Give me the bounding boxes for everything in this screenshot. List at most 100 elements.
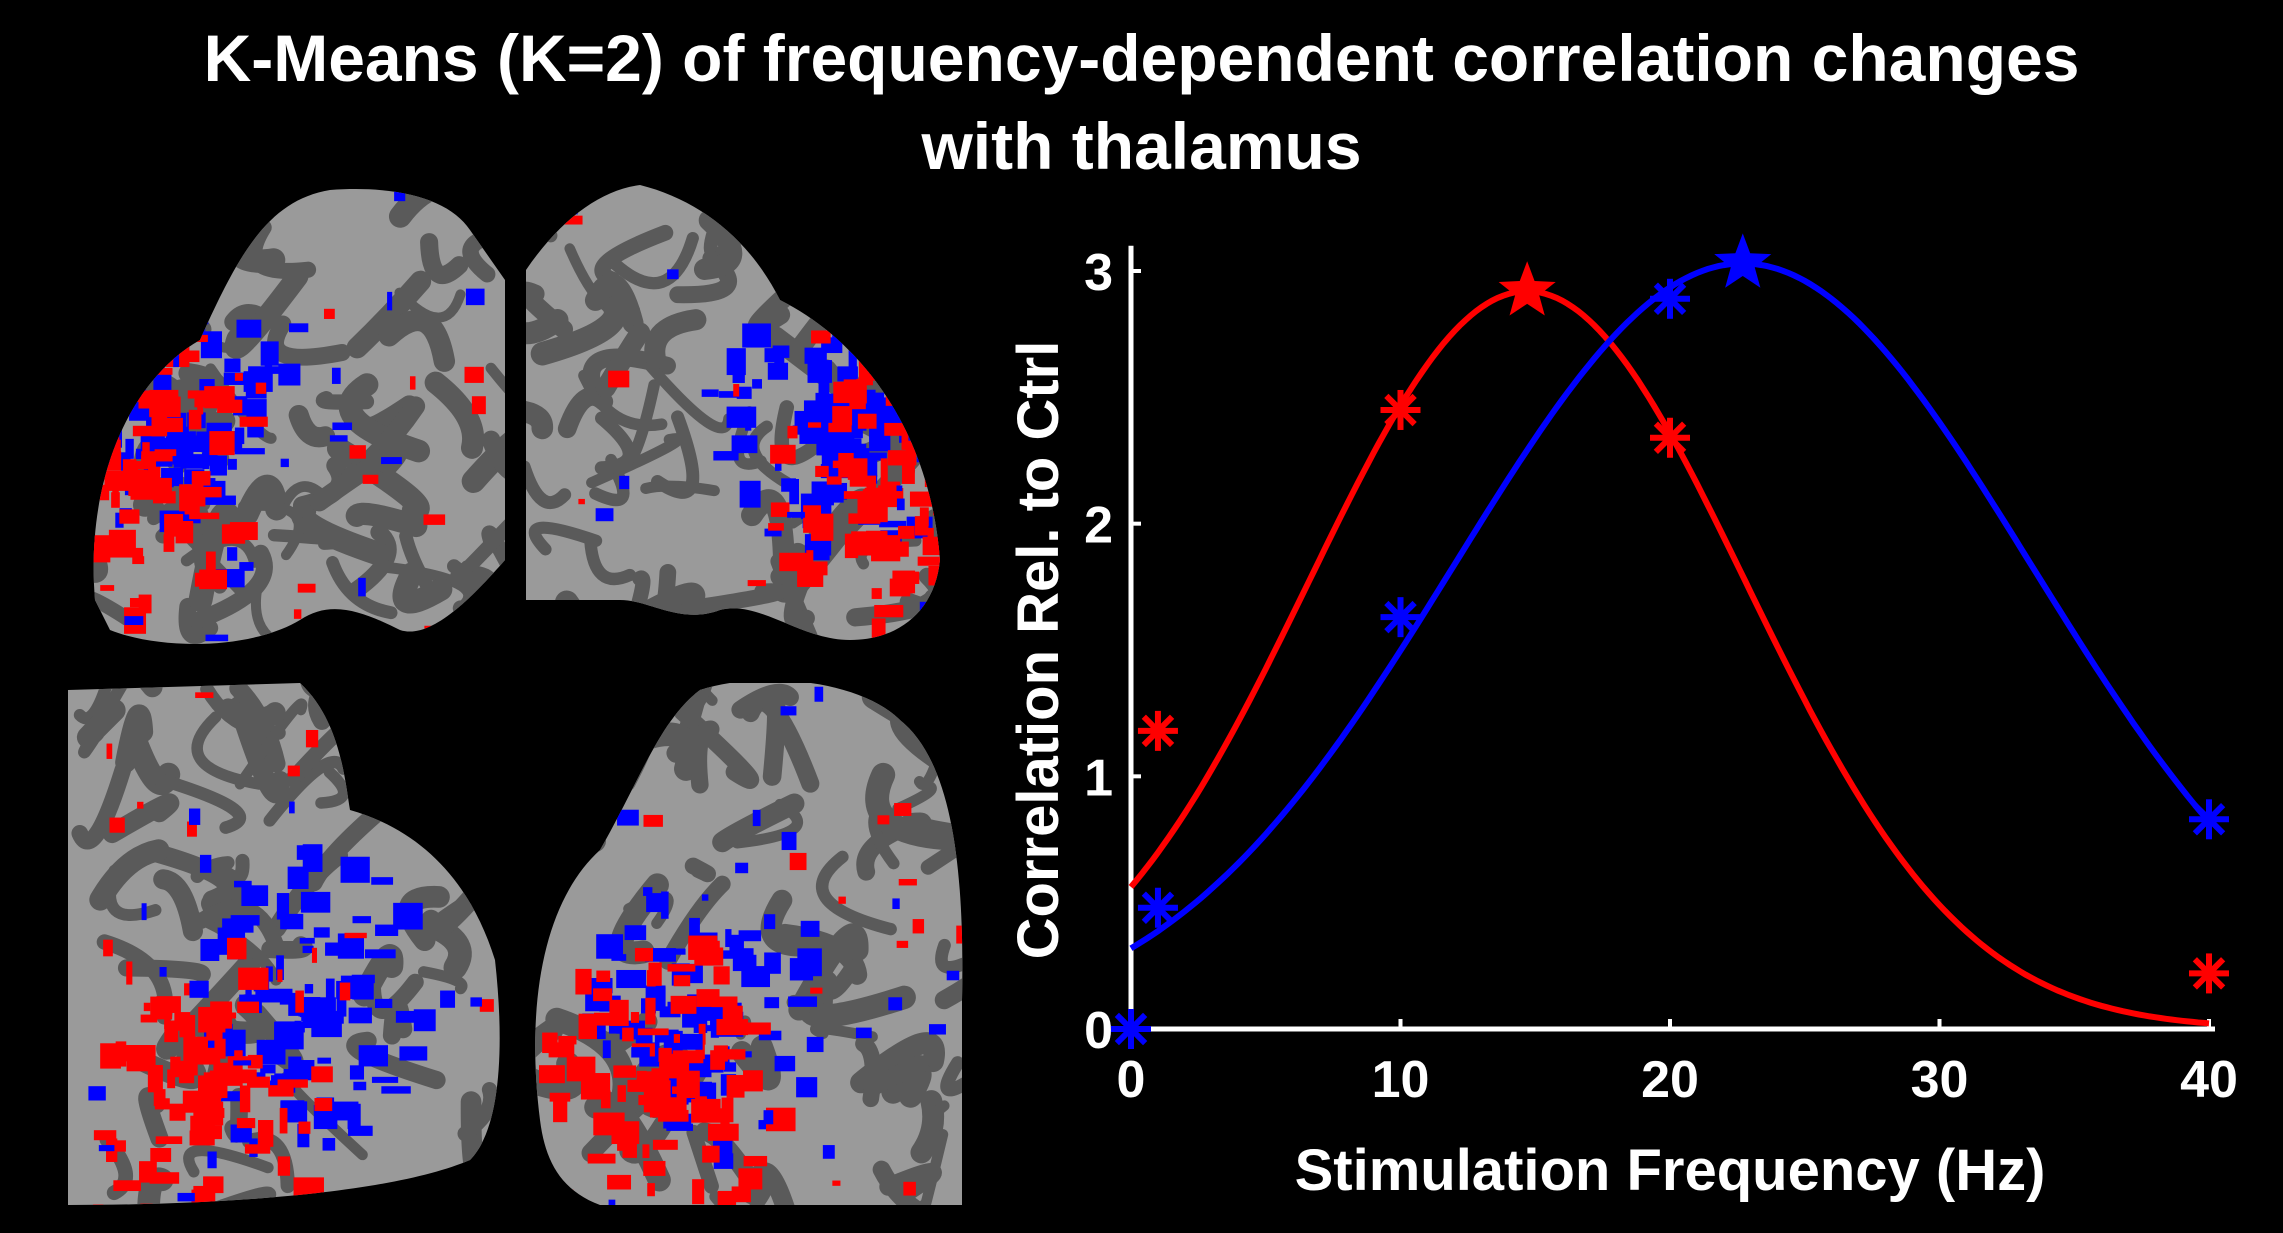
cluster-patch bbox=[871, 535, 901, 562]
cluster-patch bbox=[764, 528, 782, 537]
cluster-patch bbox=[617, 809, 639, 826]
cluster-patch bbox=[892, 570, 916, 594]
cluster-patch bbox=[395, 1010, 426, 1023]
cluster-patch bbox=[348, 1125, 373, 1136]
cluster-patch bbox=[150, 1148, 172, 1162]
sulcus bbox=[399, 529, 435, 594]
cluster-patch bbox=[896, 940, 909, 948]
x-tick-label: 0 bbox=[1117, 1051, 1146, 1109]
cluster-patch bbox=[140, 1014, 158, 1023]
cluster-patch bbox=[717, 1190, 737, 1205]
cluster-patch bbox=[647, 1183, 655, 1197]
cluster-patch bbox=[558, 1035, 577, 1045]
cluster-patch bbox=[828, 422, 852, 433]
cluster-patch bbox=[695, 1041, 705, 1060]
x-tick-label: 10 bbox=[1372, 1051, 1430, 1109]
cluster-patch bbox=[239, 1069, 257, 1084]
cluster-patch bbox=[132, 425, 165, 437]
cluster-patch bbox=[104, 470, 130, 491]
sulcus bbox=[263, 755, 350, 827]
cluster-patch bbox=[654, 1030, 669, 1043]
cluster-patch bbox=[164, 1016, 171, 1030]
sulcus bbox=[73, 683, 125, 725]
cluster-patch bbox=[155, 1136, 183, 1145]
sulcus bbox=[420, 233, 469, 284]
cluster-patch bbox=[892, 898, 900, 910]
sulcus bbox=[193, 899, 285, 954]
cluster-patch bbox=[169, 1103, 186, 1121]
cluster-patch bbox=[164, 514, 184, 537]
cluster-patch bbox=[758, 1120, 770, 1130]
cluster-patch bbox=[98, 1145, 115, 1152]
cluster-patch bbox=[193, 1185, 204, 1205]
cluster-patch bbox=[630, 1012, 640, 1023]
sulcus bbox=[935, 938, 963, 974]
sulcus bbox=[93, 525, 109, 583]
sulcus bbox=[609, 231, 699, 290]
cluster-patch bbox=[276, 955, 284, 981]
cluster-patch bbox=[351, 974, 375, 984]
cluster-patch bbox=[710, 1050, 726, 1070]
cluster-patch bbox=[288, 323, 309, 333]
sulcus bbox=[920, 816, 963, 875]
sulcus bbox=[346, 270, 432, 359]
cluster-patch bbox=[325, 978, 335, 1007]
cluster-patch bbox=[317, 1057, 332, 1064]
sulcus bbox=[288, 404, 336, 448]
cluster-patch bbox=[743, 1070, 763, 1092]
sulcus bbox=[584, 533, 636, 586]
cluster-patch bbox=[413, 1009, 436, 1032]
cluster-patch bbox=[149, 1172, 180, 1184]
sulcus bbox=[457, 1082, 499, 1142]
cluster-patch bbox=[673, 975, 691, 987]
x-axis-label: Stimulation Frequency (Hz) bbox=[1295, 1138, 2046, 1203]
cluster-patch bbox=[217, 399, 243, 413]
cluster-patch bbox=[159, 967, 167, 977]
cluster-patch bbox=[934, 544, 940, 553]
cluster-patch bbox=[815, 465, 829, 477]
cluster-patch bbox=[139, 1161, 157, 1183]
cluster-patch bbox=[738, 930, 762, 942]
sulcus bbox=[234, 698, 308, 790]
sulcus bbox=[89, 839, 170, 911]
sulcus bbox=[526, 399, 554, 440]
cluster-patch bbox=[100, 585, 115, 591]
sulcus bbox=[315, 766, 350, 809]
cluster-patch bbox=[197, 396, 204, 415]
cluster-patch bbox=[608, 370, 630, 388]
cluster-patch bbox=[608, 1199, 616, 1205]
cluster-patch bbox=[636, 1070, 647, 1088]
cluster-patch bbox=[195, 692, 214, 699]
data-point bbox=[1650, 417, 1690, 458]
cluster-patch bbox=[234, 880, 252, 888]
cluster-patch bbox=[265, 966, 273, 982]
cluster-patch bbox=[764, 997, 780, 1009]
cluster-patch bbox=[237, 1001, 260, 1014]
cluster-patch bbox=[344, 932, 367, 939]
cluster-patch bbox=[726, 348, 746, 376]
cluster-patch bbox=[787, 425, 798, 439]
cluster-patch bbox=[149, 389, 179, 399]
sulcus bbox=[731, 683, 799, 719]
cluster-patch bbox=[381, 1086, 411, 1094]
cluster-patch bbox=[901, 430, 909, 450]
cluster-patch bbox=[358, 577, 366, 597]
cluster-patch bbox=[187, 390, 214, 399]
cluster-patch bbox=[600, 1090, 611, 1109]
cluster-patch bbox=[779, 552, 809, 572]
cluster-patch bbox=[844, 533, 859, 559]
sulcus bbox=[153, 869, 203, 942]
data-point bbox=[2189, 953, 2229, 994]
cluster-patch bbox=[227, 458, 237, 470]
cluster-patch bbox=[314, 1097, 333, 1112]
cluster-patch bbox=[280, 913, 304, 930]
sulcus bbox=[644, 309, 707, 368]
cluster-patch bbox=[238, 967, 269, 990]
cluster-patch bbox=[311, 1066, 333, 1083]
fit-curve bbox=[1128, 288, 2210, 1027]
sulcus bbox=[183, 1144, 274, 1178]
cluster-patch bbox=[116, 1140, 126, 1152]
cluster-patch bbox=[188, 808, 201, 825]
cluster-patch bbox=[539, 1065, 565, 1084]
cluster-patch bbox=[246, 1076, 270, 1088]
